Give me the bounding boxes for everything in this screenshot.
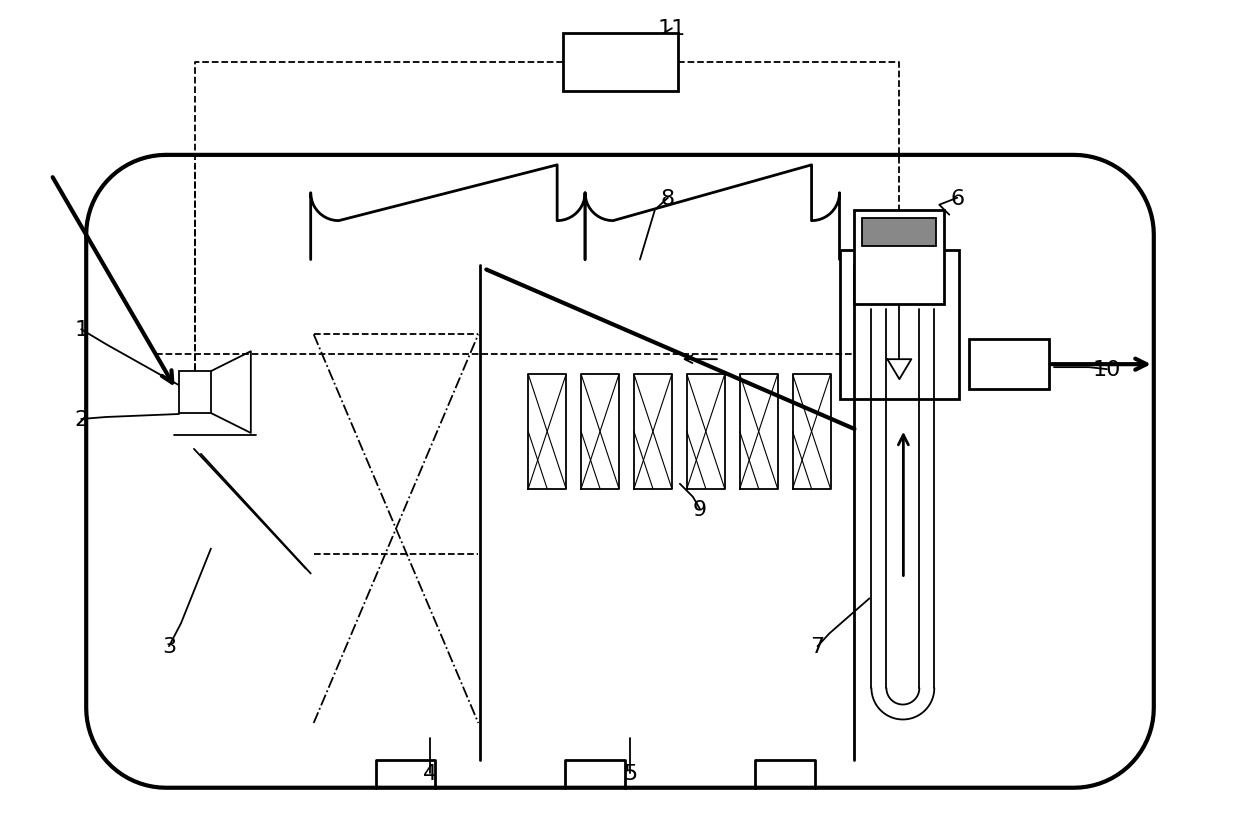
Text: 5: 5 bbox=[622, 763, 637, 782]
Text: 4: 4 bbox=[423, 763, 438, 782]
Bar bbox=[854, 210, 945, 305]
Text: 3: 3 bbox=[162, 637, 176, 657]
Bar bbox=[863, 219, 936, 246]
Bar bbox=[179, 372, 211, 413]
Text: 2: 2 bbox=[74, 410, 88, 430]
Text: PLC: PLC bbox=[600, 54, 640, 73]
Text: 1: 1 bbox=[74, 320, 88, 339]
Text: 6: 6 bbox=[950, 189, 965, 209]
Text: 11: 11 bbox=[657, 19, 686, 39]
Bar bbox=[970, 339, 1049, 390]
Text: 8: 8 bbox=[661, 189, 675, 209]
Text: 9: 9 bbox=[693, 499, 707, 519]
Bar bbox=[563, 34, 678, 92]
Bar bbox=[839, 250, 960, 400]
Text: 10: 10 bbox=[1092, 359, 1121, 380]
Text: 7: 7 bbox=[811, 637, 825, 657]
